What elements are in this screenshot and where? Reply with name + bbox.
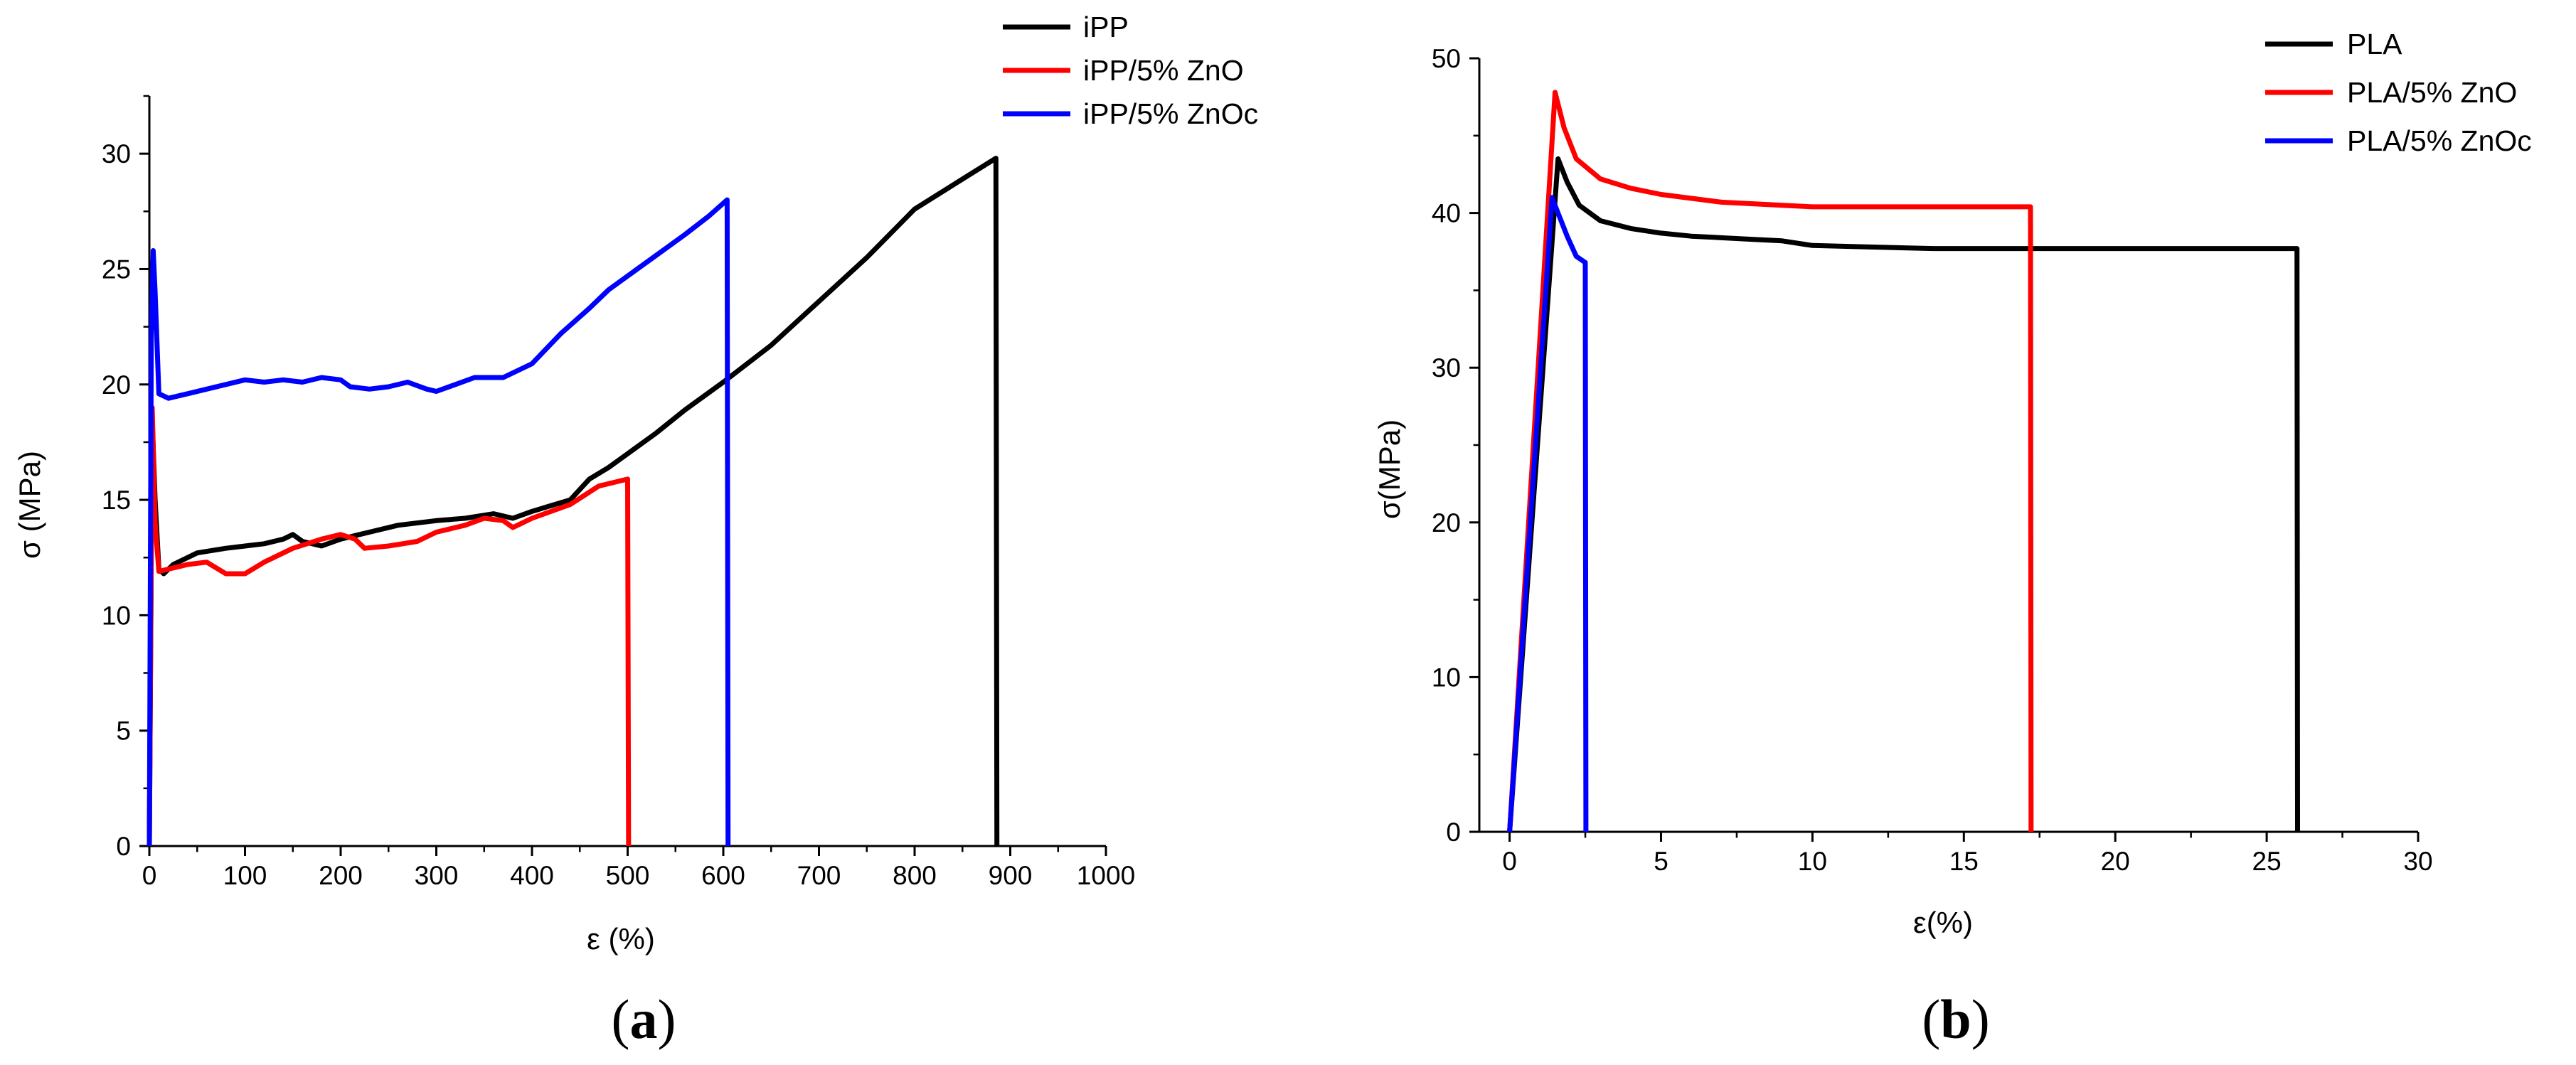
panel-b-ylabel: σ(MPa)	[1373, 419, 1406, 519]
panel-b-x-tick-label: 30	[2403, 847, 2432, 876]
panel-b-x-tick-label: 5	[1654, 847, 1668, 876]
panel-a-x-tick-label: 0	[142, 861, 157, 890]
panel-b-caption-letter: b	[1940, 988, 1971, 1050]
svg-text:(a): (a)	[612, 988, 676, 1050]
panel-a-x-tick-label: 600	[701, 861, 745, 890]
panel-a-x-tick-label: 700	[797, 861, 841, 890]
panel-a-caption-open: (	[612, 988, 630, 1050]
panel-a-caption-close: )	[658, 988, 676, 1050]
panel-a-y-tick-label: 30	[102, 139, 131, 168]
panel-b-y-tick-label: 0	[1446, 818, 1461, 847]
panel-a-x-tick-label: 800	[893, 861, 937, 890]
panel-b-legend-label-pla: PLA	[2347, 28, 2402, 60]
panel-a-y-tick-label: 5	[116, 717, 131, 746]
panel-a-caption-letter: a	[630, 988, 658, 1050]
panel-b-plot: 0 5 10 15 20 25 30 0 10 20 30 40 50 PLA PLA/5% ZnO PLA/…	[1432, 28, 2532, 876]
panel-b-series-pla-5-zno-line	[1507, 90, 2034, 833]
panel-a-y-tick-label: 0	[116, 832, 131, 861]
panel-a-x-tick-label: 500	[606, 861, 650, 890]
panel-a-xlabel: ε (%)	[587, 922, 655, 956]
panel-b-y-tick-label: 40	[1432, 199, 1461, 228]
panel-b-legend-label-pla-5-znoc: PLA/5% ZnOc	[2347, 124, 2532, 157]
svg-text:(b): (b)	[1922, 988, 1989, 1050]
panel-a-legend-label-ipp: iPP	[1083, 11, 1129, 43]
panel-a-x-tick-label: 1000	[1077, 861, 1135, 890]
panel-a-legend-label-ipp-5-znoc: iPP/5% ZnOc	[1083, 97, 1258, 130]
panel-a-x-tick-label: 900	[989, 861, 1033, 890]
panel-b-x-tick-label: 25	[2252, 847, 2282, 876]
panel-a-y-tick-label: 15	[102, 486, 131, 515]
panel-a-x-tick-label: 400	[510, 861, 554, 890]
panel-b-caption: (b)	[1922, 988, 1989, 1050]
chart-panel-b: 0 5 10 15 20 25 30 0 10 20 30 40 50 PLA PLA/5% ZnO PLA/…	[1373, 28, 2532, 1050]
panel-b-x-tick-label: 10	[1798, 847, 1827, 876]
panel-a-series-ipp-5-znoc-line	[147, 197, 731, 847]
panel-b-caption-close: )	[1971, 988, 1990, 1050]
panel-b-y-tick-label: 20	[1432, 508, 1461, 537]
panel-b-legend-label-pla-5-zno: PLA/5% ZnO	[2347, 76, 2517, 109]
panel-a-x-tick-label: 300	[415, 861, 459, 890]
panel-a-y-tick-label: 10	[102, 601, 131, 630]
panel-b-caption-open: (	[1922, 988, 1940, 1050]
panel-b-x-tick-label: 15	[1949, 847, 1979, 876]
panel-b-x-tick-label: 20	[2101, 847, 2130, 876]
chart-panel-a: 0 100 200 300 400 500 600 700 800 900 1000 0 5 10 15 20…	[13, 11, 1258, 1050]
panel-a-x-tick-label: 200	[319, 861, 363, 890]
panel-a-plot: 0 100 200 300 400 500 600 700 800 900 1000 0 5 10 15 20…	[102, 11, 1258, 890]
panel-b-y-tick-label: 10	[1432, 663, 1461, 692]
panel-a-series-ipp-5-zno-line	[147, 405, 632, 847]
panel-b-y-tick-label: 30	[1432, 353, 1461, 382]
panel-a-y-tick-label: 25	[102, 255, 131, 284]
panel-b-series-pla-5-znoc-line	[1507, 195, 1589, 833]
panel-b-x-tick-label: 0	[1502, 847, 1517, 876]
panel-a-y-tick-label: 20	[102, 370, 131, 400]
panel-b-y-tick-label: 50	[1432, 44, 1461, 73]
panel-a-caption: (a)	[612, 988, 676, 1050]
panel-b-series-pla-line	[1507, 156, 2300, 833]
panel-b-xlabel: ε(%)	[1913, 906, 1973, 939]
panel-a-ylabel: σ (MPa)	[13, 451, 46, 559]
panel-a-legend-label-ipp-5-zno: iPP/5% ZnO	[1083, 54, 1244, 87]
panel-a-series-ipp-line	[147, 156, 1000, 847]
panel-a-x-tick-label: 100	[223, 861, 267, 890]
